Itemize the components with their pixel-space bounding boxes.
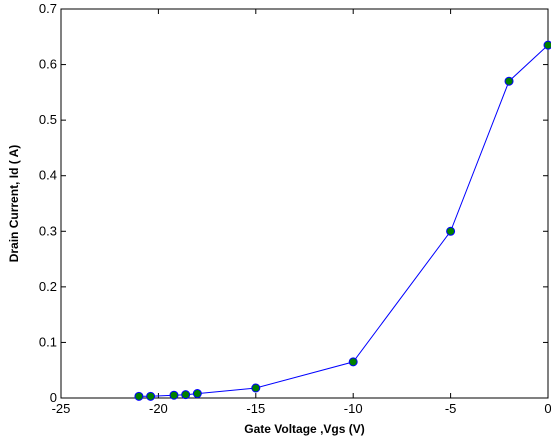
data-point bbox=[446, 226, 456, 236]
y-tick-label: 0 bbox=[50, 390, 57, 405]
data-point bbox=[543, 40, 551, 50]
y-tick-label: 0.5 bbox=[39, 112, 57, 127]
series-line bbox=[138, 44, 549, 397]
y-tick-label: 0.3 bbox=[39, 223, 57, 238]
data-point bbox=[348, 357, 358, 367]
plot-area bbox=[60, 8, 549, 399]
x-tick-label: 0 bbox=[544, 401, 551, 416]
data-point bbox=[504, 76, 514, 86]
data-point bbox=[134, 391, 144, 401]
series-markers bbox=[134, 40, 551, 401]
x-tick-label: -25 bbox=[52, 401, 71, 416]
y-tick-label: 0.4 bbox=[39, 168, 57, 183]
data-point bbox=[181, 390, 191, 400]
x-axis-label: Gate Voltage ,Vgs (V) bbox=[244, 422, 364, 436]
data-point bbox=[146, 391, 156, 401]
y-tick-label: 0.6 bbox=[39, 57, 57, 72]
y-axis-label: Drain Current, Id ( A) bbox=[7, 145, 21, 263]
x-tick-label: -20 bbox=[149, 401, 168, 416]
y-tick-label: 0.2 bbox=[39, 279, 57, 294]
x-tick-label: -15 bbox=[246, 401, 265, 416]
x-tick-label: -5 bbox=[445, 401, 457, 416]
x-tick-label: -10 bbox=[344, 401, 363, 416]
y-axis: 0 0.1 0.2 0.3 0.4 0.5 0.6 0.7 bbox=[39, 1, 548, 405]
data-point bbox=[169, 390, 179, 400]
y-tick-label: 0.1 bbox=[39, 334, 57, 349]
data-point bbox=[192, 389, 202, 399]
data-point bbox=[251, 383, 261, 393]
y-tick-label: 0.7 bbox=[39, 1, 57, 16]
x-axis: -25 -20 -15 -10 -5 0 bbox=[52, 9, 551, 416]
